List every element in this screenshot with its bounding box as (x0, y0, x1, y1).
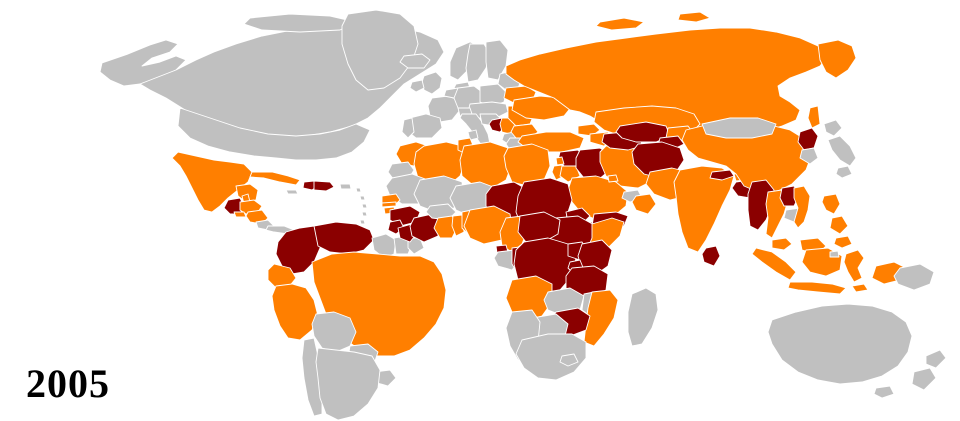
region-bolivia[interactable] (311, 311, 357, 353)
region-dominican-republic[interactable] (313, 180, 335, 192)
region-lesotho[interactable] (559, 353, 579, 367)
region-tasmania[interactable] (873, 385, 895, 399)
region-portugal[interactable] (401, 117, 415, 139)
region-lesser-antilles[interactable] (355, 187, 368, 225)
region-united-states[interactable] (177, 107, 371, 161)
region-mexico[interactable] (171, 151, 253, 213)
region-el-salvador[interactable] (233, 211, 247, 218)
year-label: 2005 (26, 361, 110, 406)
region-madagascar[interactable] (627, 287, 659, 347)
region-uzbekistan[interactable] (615, 121, 671, 143)
region-brunei[interactable] (829, 250, 840, 258)
region-lebanon[interactable] (555, 156, 565, 166)
region-mongolia[interactable] (701, 117, 777, 139)
region-iceland[interactable] (399, 53, 431, 69)
region-indonesia-sulawesi[interactable] (843, 249, 865, 283)
region-puerto-rico[interactable] (339, 183, 352, 190)
region-venezuela[interactable] (313, 221, 375, 255)
region-finland[interactable] (485, 39, 509, 81)
region-gambia[interactable] (381, 201, 397, 208)
region-south-africa[interactable] (515, 333, 587, 381)
region-greenland[interactable] (341, 9, 419, 91)
region-canada-arctic-islands[interactable] (243, 13, 357, 33)
region-ukraine[interactable] (511, 95, 573, 121)
region-indonesia-java[interactable] (787, 281, 847, 295)
landmass-layer (99, 9, 947, 421)
region-mexico-yucatan[interactable] (235, 183, 259, 203)
region-sri-lanka[interactable] (701, 245, 721, 267)
region-togo[interactable] (451, 214, 465, 237)
region-colombia[interactable] (275, 225, 323, 275)
region-nepal[interactable] (709, 169, 735, 181)
region-ireland[interactable] (409, 79, 425, 93)
region-argentina[interactable] (315, 347, 381, 421)
region-central-african-republic[interactable] (517, 211, 561, 243)
region-kuwait[interactable] (607, 174, 619, 183)
region-australia[interactable] (767, 303, 913, 385)
region-russia-sakhalin[interactable] (807, 105, 821, 129)
region-russia-kamchatka[interactable] (817, 39, 857, 79)
region-mali[interactable] (413, 175, 465, 213)
region-peru[interactable] (271, 283, 319, 341)
region-guyana[interactable] (371, 233, 397, 259)
region-oman[interactable] (631, 193, 657, 215)
region-jamaica[interactable] (285, 189, 299, 195)
region-japan[interactable] (823, 119, 857, 179)
region-vietnam[interactable] (793, 185, 811, 229)
region-philippines[interactable] (821, 193, 853, 249)
region-new-zealand[interactable] (911, 349, 947, 391)
region-indonesia-sumatra[interactable] (751, 247, 797, 281)
region-papua-new-guinea[interactable] (893, 263, 935, 291)
region-timor[interactable] (851, 283, 869, 293)
region-libya[interactable] (459, 141, 513, 189)
region-cuba[interactable] (249, 171, 301, 186)
region-russia-arctic-islands[interactable] (595, 11, 711, 31)
region-south-korea[interactable] (799, 147, 819, 165)
